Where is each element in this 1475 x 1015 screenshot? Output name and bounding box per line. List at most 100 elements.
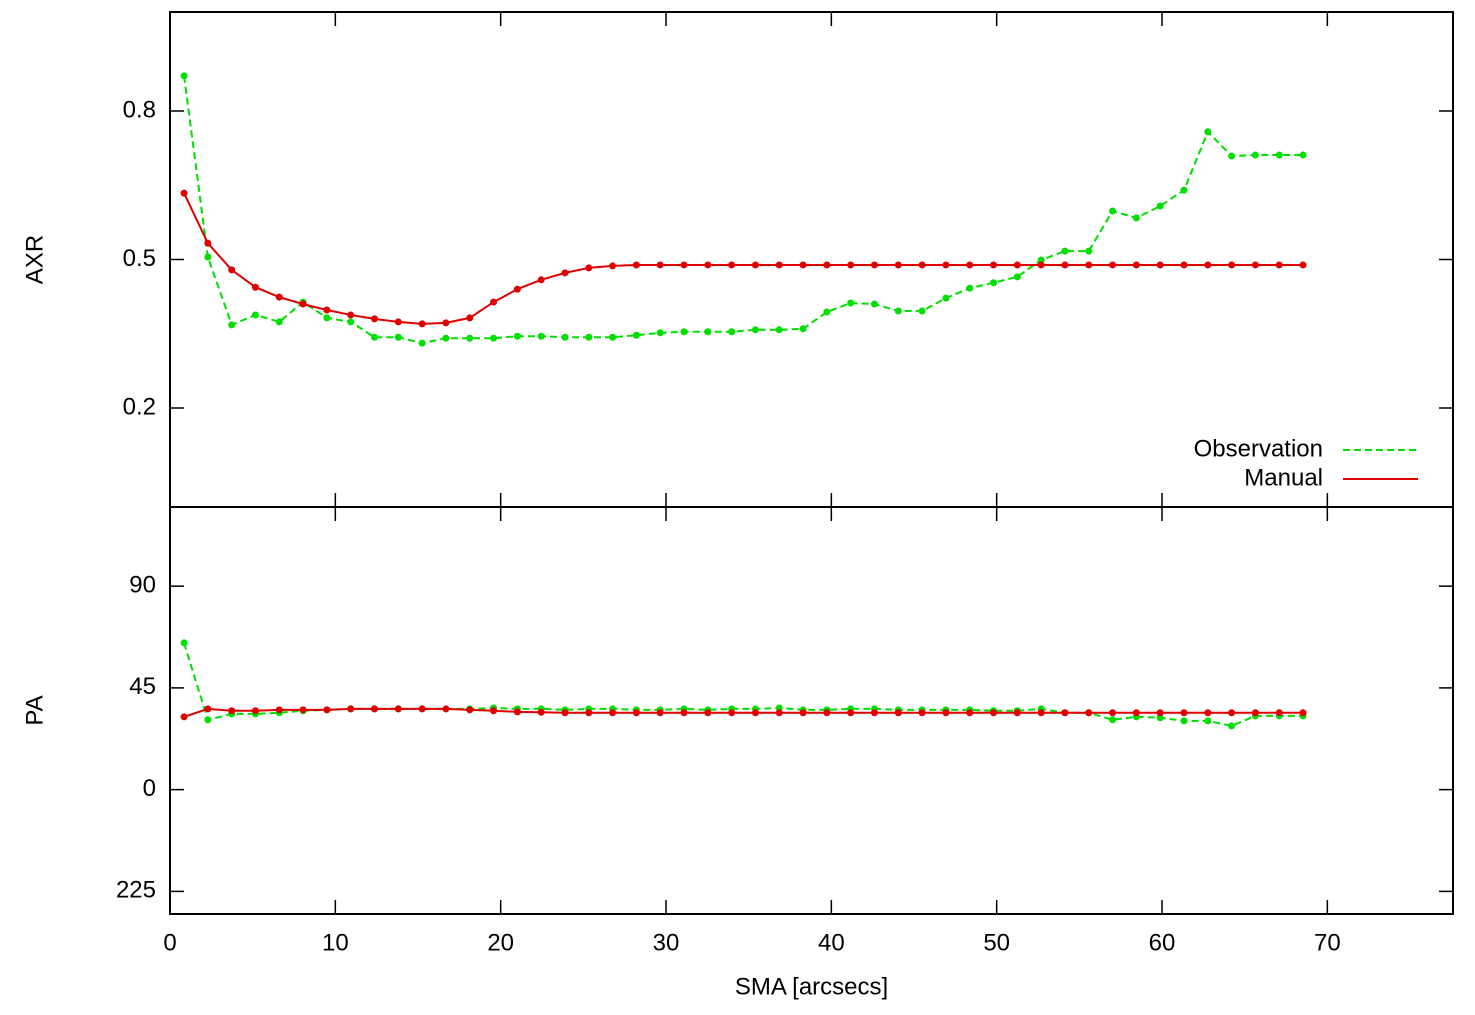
point bbox=[585, 709, 593, 717]
point bbox=[942, 294, 950, 302]
point bbox=[394, 333, 402, 341]
point bbox=[751, 709, 759, 717]
point bbox=[632, 709, 640, 717]
point bbox=[1085, 709, 1093, 717]
point bbox=[513, 285, 521, 293]
point bbox=[1275, 709, 1283, 717]
point bbox=[990, 261, 998, 269]
x-tick-label: 0 bbox=[163, 929, 176, 956]
point bbox=[728, 328, 736, 336]
point bbox=[204, 253, 212, 261]
point bbox=[585, 264, 593, 272]
point bbox=[442, 705, 450, 713]
point bbox=[537, 332, 545, 340]
point bbox=[1132, 214, 1140, 222]
point bbox=[966, 284, 974, 292]
point bbox=[894, 307, 902, 315]
x-tick-label: 70 bbox=[1314, 929, 1341, 956]
x-tick-label: 20 bbox=[487, 929, 514, 956]
point bbox=[918, 709, 926, 717]
y-axis-label: PA bbox=[21, 695, 48, 725]
point bbox=[1251, 261, 1259, 269]
point bbox=[275, 706, 283, 714]
point bbox=[728, 261, 736, 269]
point bbox=[680, 328, 688, 336]
point bbox=[775, 709, 783, 717]
point bbox=[347, 318, 355, 326]
point bbox=[466, 314, 474, 322]
point bbox=[1180, 709, 1188, 717]
point bbox=[251, 707, 259, 715]
point bbox=[632, 331, 640, 339]
point bbox=[490, 298, 498, 306]
point bbox=[1204, 717, 1212, 725]
point bbox=[942, 709, 950, 717]
point bbox=[609, 709, 617, 717]
point bbox=[1013, 273, 1021, 281]
series-line bbox=[183, 192, 1304, 325]
point bbox=[799, 325, 807, 333]
point bbox=[1013, 261, 1021, 269]
point bbox=[1299, 261, 1307, 269]
point bbox=[418, 705, 426, 713]
point bbox=[775, 326, 783, 334]
point bbox=[1299, 709, 1307, 717]
point bbox=[466, 706, 474, 714]
y-tick-label: 45 bbox=[129, 673, 156, 700]
point bbox=[418, 339, 426, 347]
point bbox=[371, 333, 379, 341]
point bbox=[1037, 709, 1045, 717]
point bbox=[894, 261, 902, 269]
point bbox=[1204, 261, 1212, 269]
x-tick-label: 60 bbox=[1149, 929, 1176, 956]
y-tick-label: 0.8 bbox=[123, 96, 156, 123]
point bbox=[1037, 261, 1045, 269]
point bbox=[228, 707, 236, 715]
point bbox=[180, 639, 188, 647]
point bbox=[1132, 261, 1140, 269]
point bbox=[371, 315, 379, 323]
point bbox=[1275, 151, 1283, 159]
legend-label: Observation bbox=[1194, 435, 1323, 462]
point bbox=[870, 261, 878, 269]
point bbox=[966, 261, 974, 269]
point bbox=[918, 307, 926, 315]
point bbox=[704, 261, 712, 269]
point bbox=[1109, 207, 1117, 215]
point bbox=[799, 709, 807, 717]
point bbox=[775, 261, 783, 269]
point bbox=[1156, 709, 1164, 717]
y-tick-label: 225 bbox=[116, 877, 156, 904]
legend-label: Manual bbox=[1244, 464, 1323, 491]
point bbox=[990, 709, 998, 717]
x-tick-label: 40 bbox=[818, 929, 845, 956]
point bbox=[704, 709, 712, 717]
point bbox=[1228, 152, 1236, 160]
point bbox=[394, 705, 402, 713]
point bbox=[632, 261, 640, 269]
point bbox=[847, 299, 855, 307]
point bbox=[371, 705, 379, 713]
point bbox=[180, 713, 188, 721]
point bbox=[394, 318, 402, 326]
point bbox=[1228, 722, 1236, 730]
point bbox=[275, 293, 283, 301]
point bbox=[228, 266, 236, 274]
point bbox=[180, 72, 188, 80]
point bbox=[490, 334, 498, 342]
point bbox=[1204, 128, 1212, 136]
point bbox=[537, 276, 545, 284]
point bbox=[799, 261, 807, 269]
point bbox=[1251, 151, 1259, 159]
point bbox=[1085, 247, 1093, 255]
point bbox=[609, 333, 617, 341]
point bbox=[204, 239, 212, 247]
point bbox=[847, 261, 855, 269]
point bbox=[870, 300, 878, 308]
point bbox=[1109, 261, 1117, 269]
point bbox=[585, 333, 593, 341]
x-axis-label: SMA [arcsecs] bbox=[735, 973, 888, 1000]
point bbox=[299, 300, 307, 308]
